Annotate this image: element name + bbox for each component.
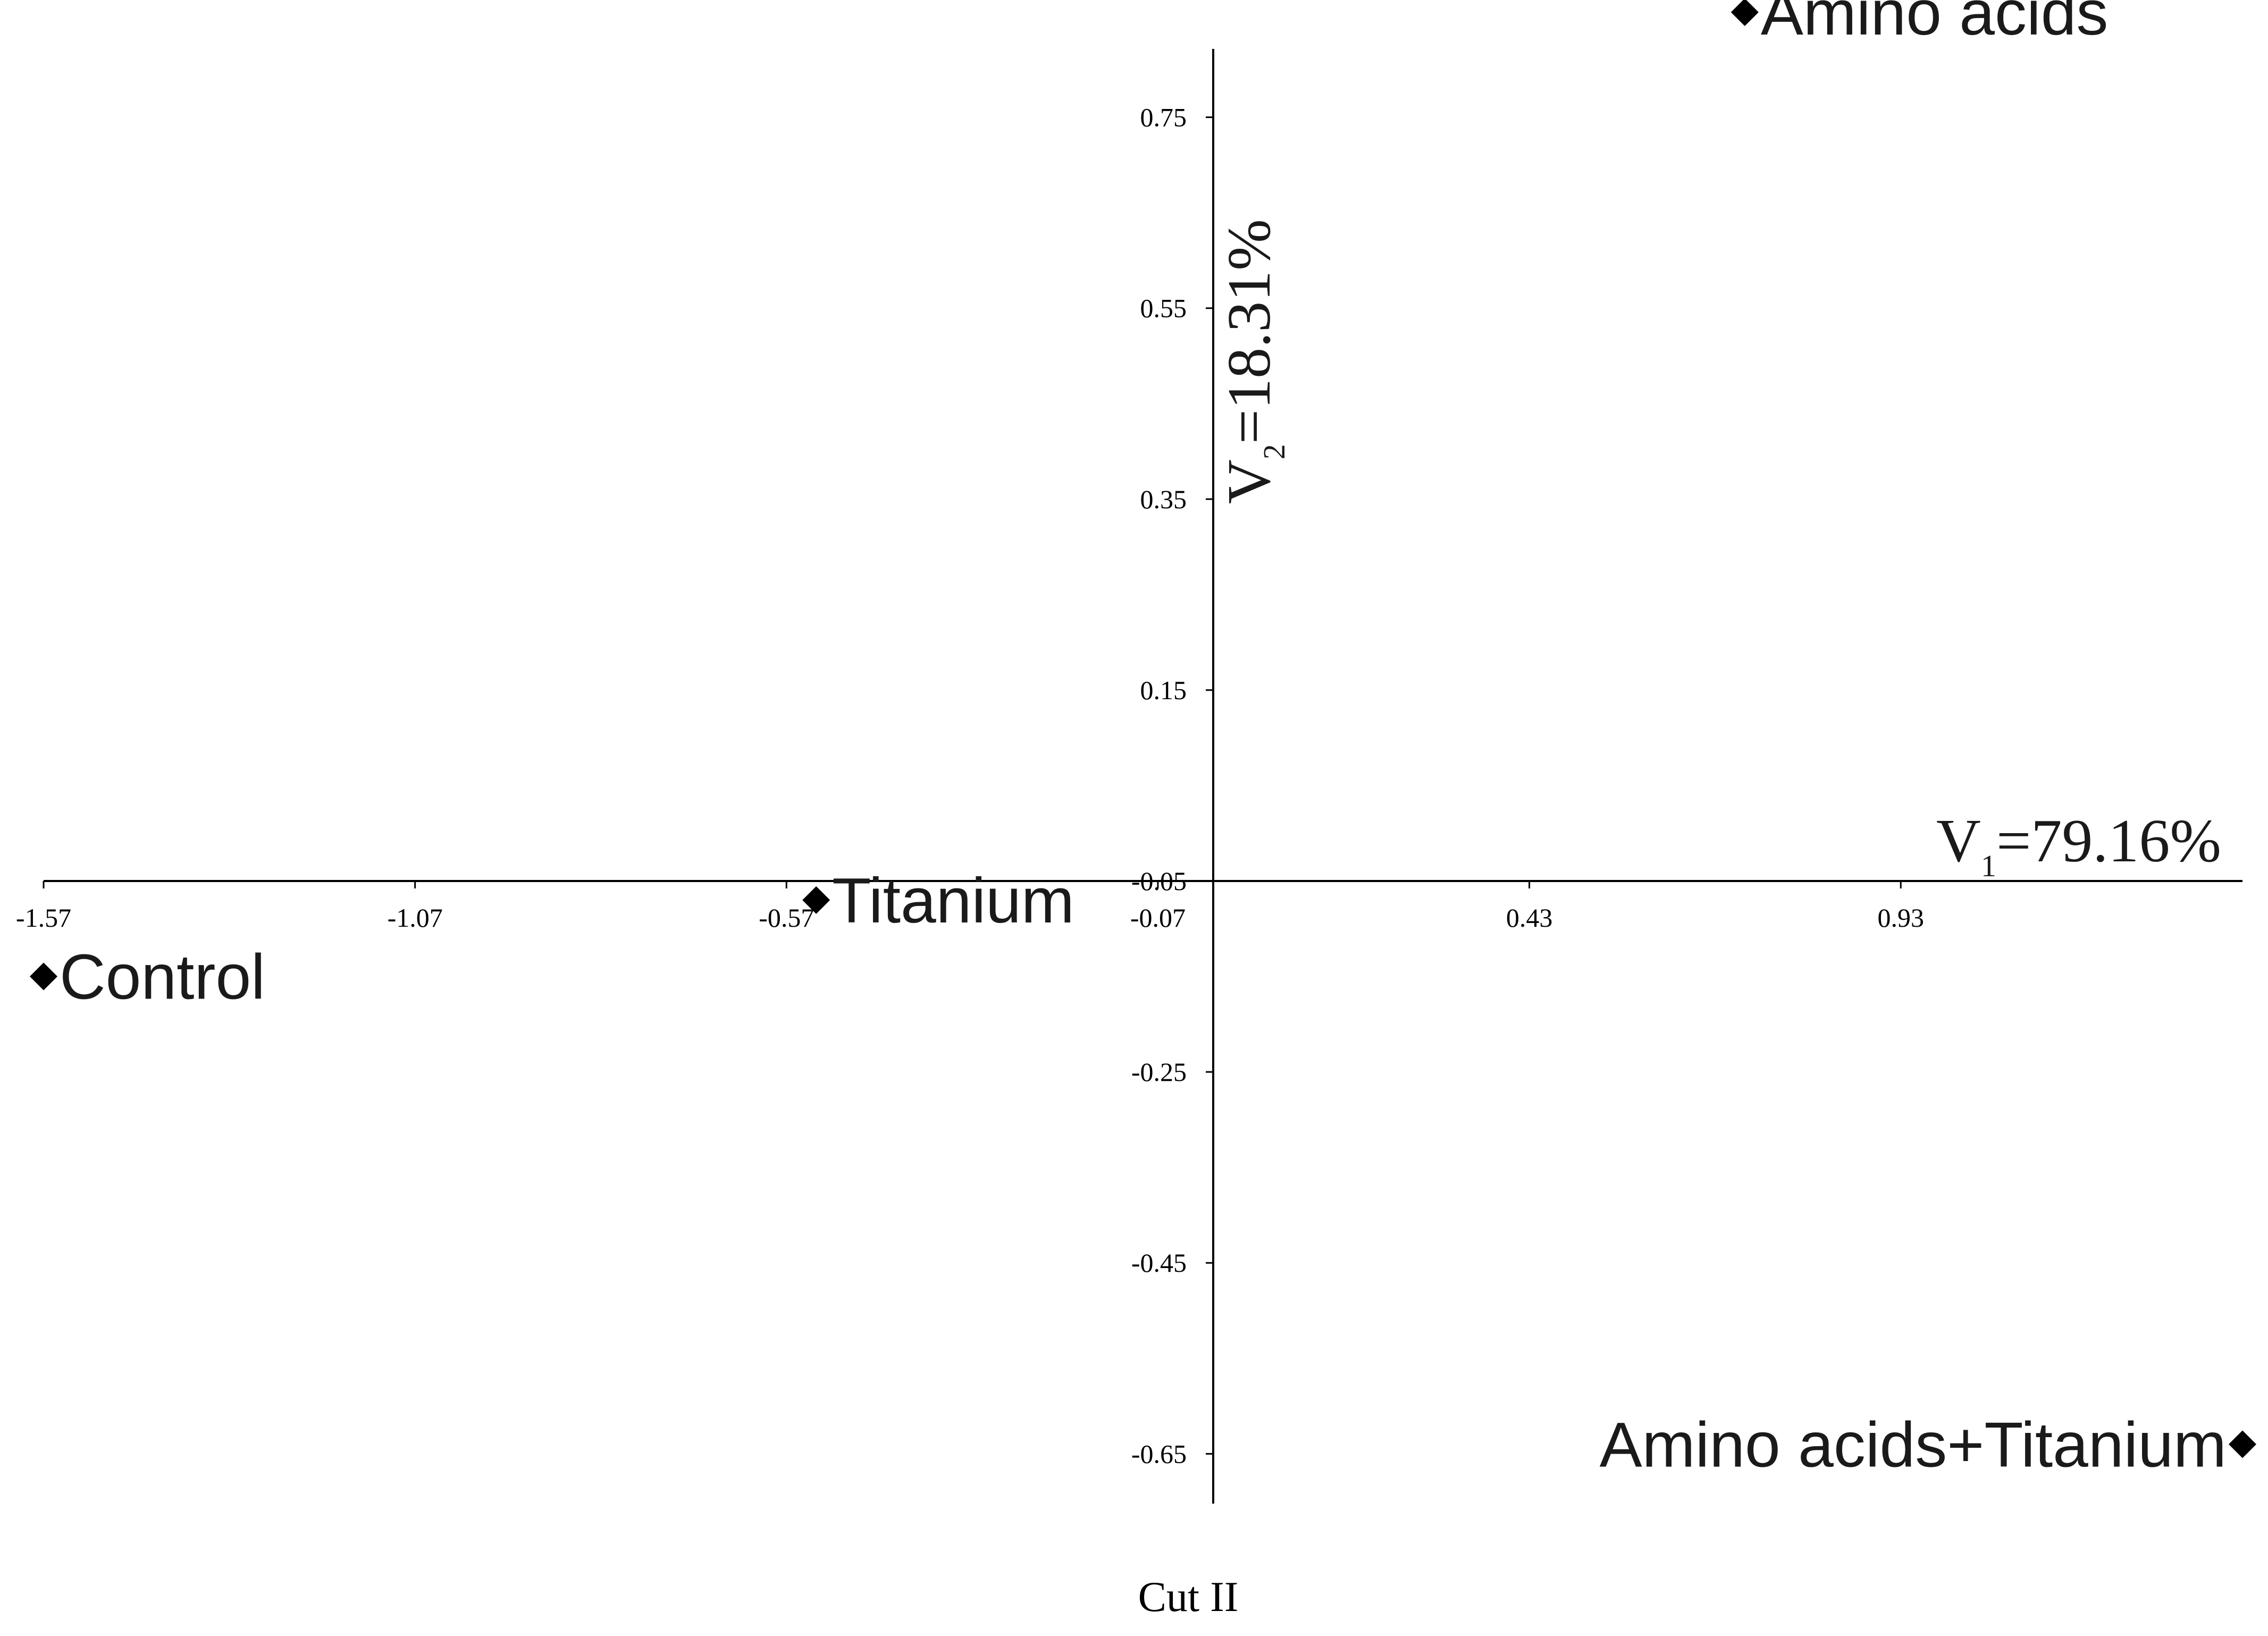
data-point-label: Amino acids bbox=[1761, 0, 2109, 48]
x-axis-title-rest: =79.16% bbox=[1996, 807, 2221, 875]
x-axis-title: V1=79.16% bbox=[1936, 807, 2221, 883]
data-point-label: Amino acids+Titanium bbox=[1600, 1409, 2227, 1480]
x-tick-label: -0.57 bbox=[759, 903, 814, 933]
y-tick-label: -0.05 bbox=[1131, 866, 1187, 896]
x-tick-label: -1.07 bbox=[388, 903, 443, 933]
y-axis-title-main: V bbox=[1215, 459, 1283, 504]
data-point-marker bbox=[30, 962, 57, 991]
x-tick-label: 0.93 bbox=[1878, 903, 1925, 933]
x-axis-title-subscript: 1 bbox=[1981, 849, 1996, 883]
data-point-marker bbox=[802, 886, 830, 914]
y-tick-label: -0.45 bbox=[1131, 1248, 1187, 1278]
chart-caption: Cut II bbox=[1138, 1574, 1239, 1621]
y-axis-title-subscript: 2 bbox=[1257, 444, 1291, 459]
x-axis-title-main: V bbox=[1936, 807, 1981, 875]
x-tick-label: -0.07 bbox=[1130, 903, 1186, 933]
y-tick-label: 0.75 bbox=[1140, 103, 1187, 132]
x-tick-label: -1.57 bbox=[16, 903, 71, 933]
y-axis-title: V2=18.31% bbox=[1215, 219, 1291, 504]
data-point-label: Titanium bbox=[832, 865, 1074, 936]
y-axis-title-rest: =18.31% bbox=[1215, 219, 1283, 444]
y-tick-label: -0.65 bbox=[1131, 1439, 1187, 1469]
x-axis-ticks: -1.57 -1.07 -0.57 -0.07 0.43 0.93 bbox=[16, 881, 1924, 933]
data-point-label: Control bbox=[60, 942, 265, 1013]
y-axis-ticks: 0.75 0.55 0.35 0.15 -0.05 -0.25 -0.45 -0.65 bbox=[1131, 103, 1213, 1469]
y-tick-label: -0.25 bbox=[1131, 1057, 1187, 1087]
data-point-marker bbox=[2229, 1430, 2257, 1458]
y-tick-label: 0.35 bbox=[1140, 484, 1187, 514]
data-point-marker bbox=[1731, 0, 1759, 27]
x-tick-label: 0.43 bbox=[1506, 903, 1553, 933]
y-tick-label: 0.55 bbox=[1140, 293, 1187, 323]
y-tick-label: 0.15 bbox=[1140, 675, 1187, 705]
data-points: Amino acids Titanium Control Amino acids+Ti… bbox=[30, 0, 2257, 1480]
axes bbox=[44, 49, 2242, 1504]
